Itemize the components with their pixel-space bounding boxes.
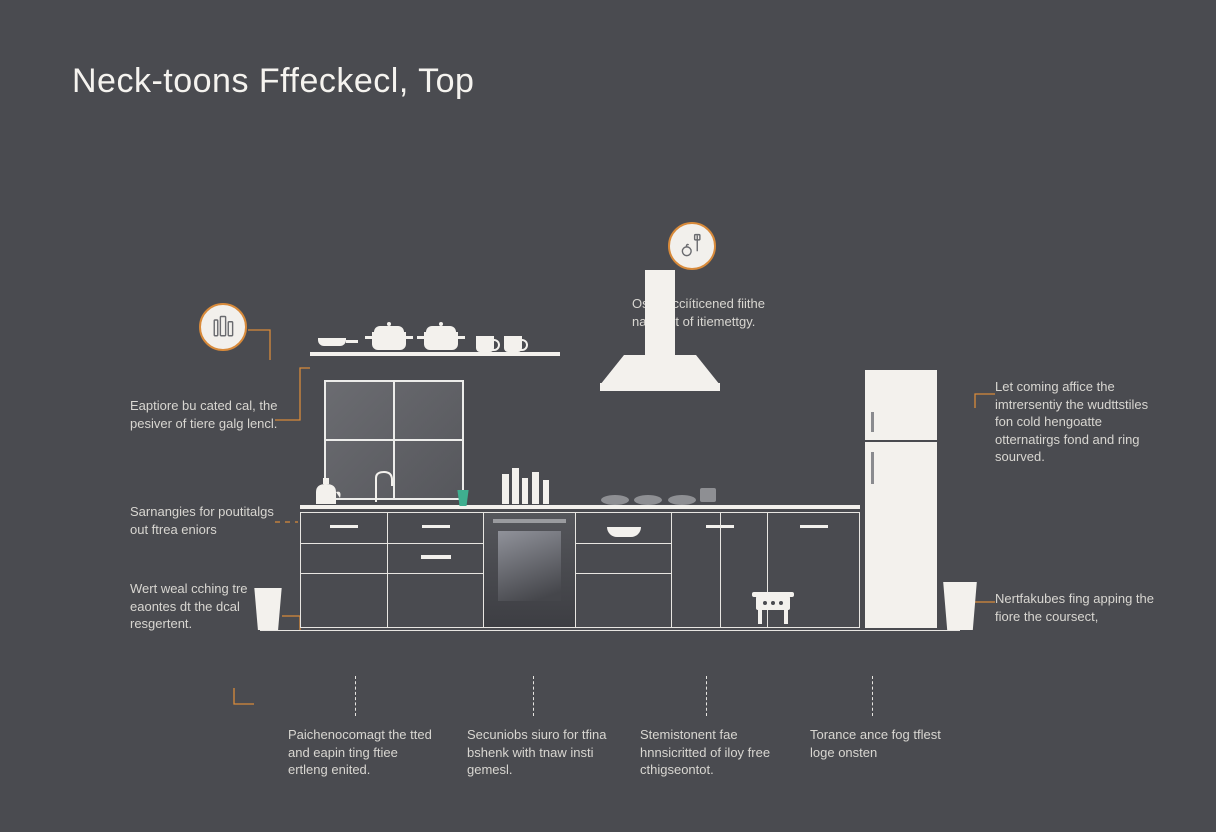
annotation-b1: Paichenocomagt the tted and eapin ting f… <box>288 726 438 779</box>
shelf-mug-2-icon <box>504 336 522 352</box>
faucet-icon <box>370 468 396 509</box>
cabinet-4 <box>576 512 672 628</box>
bottle-set-icon <box>500 466 560 511</box>
annotation-b3: Stemistonent fae hnnsicritted of iloy fr… <box>640 726 790 779</box>
page-title: Neck-toons Fffeckecl, Top <box>72 62 474 101</box>
kitchen-scene <box>300 280 920 660</box>
stovetop-items-icon <box>600 484 720 511</box>
cabinet-2 <box>388 512 484 628</box>
callout-bar-1 <box>355 676 356 716</box>
shelf-mug-1-icon <box>476 336 494 352</box>
grill-icon <box>750 586 796 626</box>
annotation-b4: Torance ance fog tflest loge onsten <box>810 726 960 761</box>
annotation-a7: Nertfakubes fing apping the fiore the co… <box>995 590 1155 625</box>
shelf-pot-2-icon <box>424 332 458 350</box>
annotation-a6: Let coming affice the imtrersentiy the w… <box>995 378 1155 466</box>
callout-bar-4 <box>872 676 873 716</box>
callout-bar-2 <box>533 676 534 716</box>
cup-icon <box>456 490 470 506</box>
annotation-a1: Eaptiore bu cated cal, the pesiver of ti… <box>130 397 280 432</box>
annotation-a2: Sarnangies for poutitalgs out ftrea enio… <box>130 503 280 538</box>
callout-bar-3 <box>706 676 707 716</box>
cabinet-oven <box>484 512 576 628</box>
shelf-pot-1-icon <box>372 332 406 350</box>
shelf-pan-icon <box>318 338 346 346</box>
refrigerator <box>865 370 937 628</box>
kettle-icon <box>310 478 346 511</box>
badge-bottles-icon <box>199 303 247 351</box>
annotation-b2: Secuniobs siuro for tfina bshenk with tn… <box>467 726 617 779</box>
floor-line <box>260 630 960 631</box>
bin-icon <box>940 582 980 630</box>
range-hood <box>600 270 720 400</box>
badge-utensils-icon <box>668 222 716 270</box>
cabinet-1 <box>300 512 388 628</box>
shelf <box>310 352 560 356</box>
